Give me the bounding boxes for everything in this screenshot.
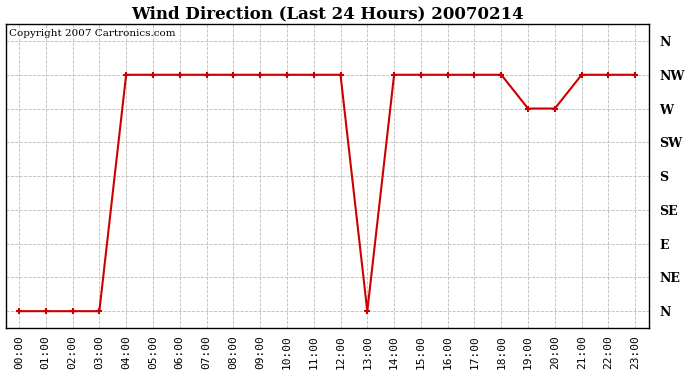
Text: Copyright 2007 Cartronics.com: Copyright 2007 Cartronics.com [9,28,175,38]
Title: Wind Direction (Last 24 Hours) 20070214: Wind Direction (Last 24 Hours) 20070214 [131,6,524,22]
